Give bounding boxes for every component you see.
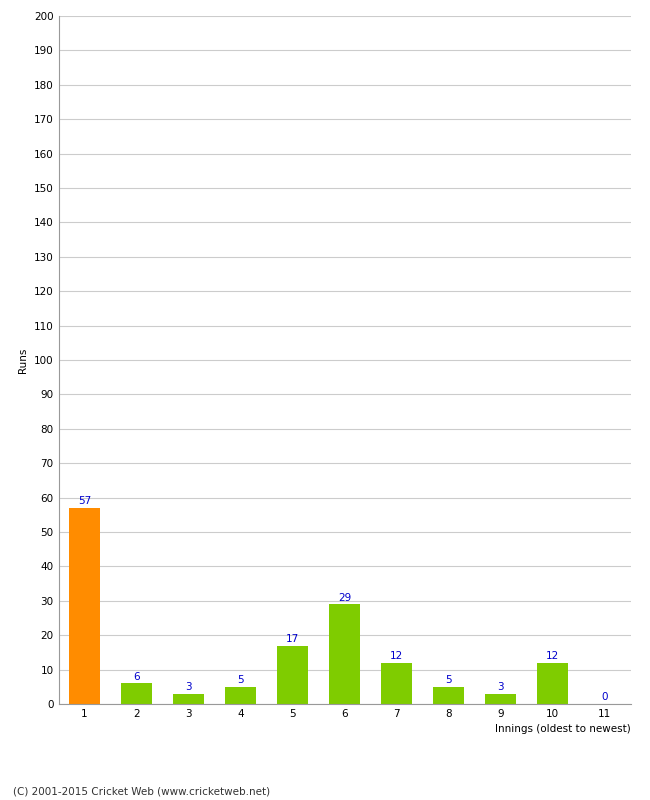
Text: 3: 3 — [497, 682, 504, 692]
Bar — [277, 646, 308, 704]
Text: 17: 17 — [286, 634, 299, 644]
Text: 3: 3 — [185, 682, 192, 692]
Text: 12: 12 — [546, 651, 559, 661]
Text: 12: 12 — [390, 651, 403, 661]
Bar — [381, 662, 412, 704]
Text: 29: 29 — [338, 593, 351, 602]
Text: Innings (oldest to newest): Innings (oldest to newest) — [495, 724, 630, 734]
Bar — [173, 694, 204, 704]
Bar — [433, 686, 464, 704]
Text: 5: 5 — [445, 675, 452, 685]
Bar — [225, 686, 256, 704]
Text: 6: 6 — [133, 672, 140, 682]
Bar — [329, 604, 360, 704]
Text: 5: 5 — [237, 675, 244, 685]
Bar — [121, 683, 152, 704]
Text: (C) 2001-2015 Cricket Web (www.cricketweb.net): (C) 2001-2015 Cricket Web (www.cricketwe… — [13, 786, 270, 796]
Text: 0: 0 — [601, 692, 608, 702]
Bar — [537, 662, 568, 704]
Text: 57: 57 — [78, 496, 91, 506]
Bar — [485, 694, 516, 704]
Bar — [69, 508, 100, 704]
Y-axis label: Runs: Runs — [18, 347, 29, 373]
